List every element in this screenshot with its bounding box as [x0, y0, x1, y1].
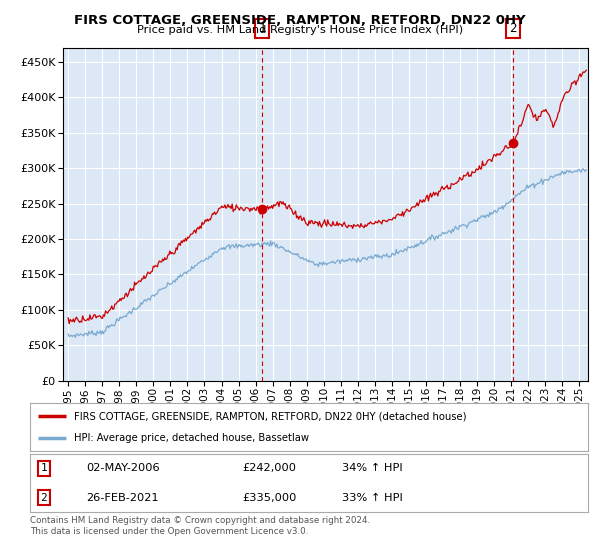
Text: 33% ↑ HPI: 33% ↑ HPI: [343, 493, 403, 503]
Text: 34% ↑ HPI: 34% ↑ HPI: [343, 463, 403, 473]
Text: Price paid vs. HM Land Registry's House Price Index (HPI): Price paid vs. HM Land Registry's House …: [137, 25, 463, 35]
Text: 26-FEB-2021: 26-FEB-2021: [86, 493, 158, 503]
Text: 2: 2: [41, 493, 47, 503]
Text: 2: 2: [509, 22, 517, 35]
Text: 1: 1: [41, 463, 47, 473]
Text: £242,000: £242,000: [242, 463, 296, 473]
Text: £335,000: £335,000: [242, 493, 296, 503]
Text: FIRS COTTAGE, GREENSIDE, RAMPTON, RETFORD, DN22 0HY (detached house): FIRS COTTAGE, GREENSIDE, RAMPTON, RETFOR…: [74, 411, 466, 421]
Text: 02-MAY-2006: 02-MAY-2006: [86, 463, 160, 473]
Text: HPI: Average price, detached house, Bassetlaw: HPI: Average price, detached house, Bass…: [74, 433, 308, 443]
Text: 1: 1: [258, 22, 266, 35]
Text: FIRS COTTAGE, GREENSIDE, RAMPTON, RETFORD, DN22 0HY: FIRS COTTAGE, GREENSIDE, RAMPTON, RETFOR…: [74, 14, 526, 27]
Text: Contains HM Land Registry data © Crown copyright and database right 2024.
This d: Contains HM Land Registry data © Crown c…: [30, 516, 370, 536]
